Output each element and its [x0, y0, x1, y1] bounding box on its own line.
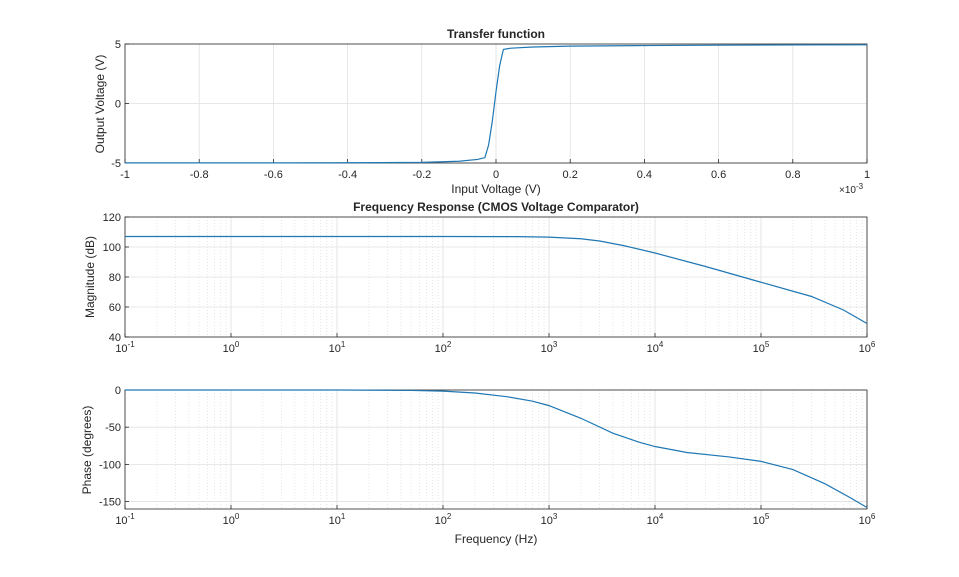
x-tick-label: 10-1 — [115, 512, 135, 527]
phase-panel: 10-1 100 101 102 103 104 105 106 -150 -100 -50 0 Fr… — [80, 385, 876, 546]
x-tick-label: 100 — [223, 512, 240, 527]
x-tick-label: 102 — [435, 340, 452, 355]
transfer-y-axis-label: Output Voltage (V) — [93, 55, 107, 154]
phase-series-line — [125, 389, 868, 509]
phase-y-axis-label: Phase (degrees) — [80, 406, 94, 495]
frequency-response-title: Frequency Response (CMOS Voltage Compara… — [353, 200, 639, 214]
x-tick-label: 101 — [329, 512, 346, 527]
y-tick-label: 0 — [115, 99, 121, 111]
phase-ticks: 10-1 100 101 102 103 104 105 106 -150 -100 -50 0 — [99, 385, 876, 527]
x-tick-label: 105 — [753, 340, 770, 355]
x-tick-label: 103 — [541, 512, 558, 527]
x-tick-label: 106 — [859, 340, 876, 355]
x-tick-label: 100 — [223, 340, 240, 355]
x-tick-label: -1 — [120, 169, 130, 181]
x-tick-label: 106 — [859, 512, 876, 527]
x-tick-label: 0.2 — [563, 169, 578, 181]
x-tick-label: 0.4 — [637, 169, 652, 181]
transfer-function-panel: Transfer function -1 -0.8 -0.6 -0.4 -0.2 0 0.2… — [93, 27, 870, 196]
transfer-chart-title: Transfer function — [447, 27, 545, 41]
magnitude-panel: Frequency Response (CMOS Voltage Compara… — [83, 200, 876, 355]
x-tick-label: -0.8 — [190, 169, 209, 181]
magnitude-series-line — [125, 235, 868, 325]
y-tick-label: 100 — [103, 242, 121, 254]
y-tick-label: 80 — [109, 272, 121, 284]
x-tick-label: 1 — [864, 169, 870, 181]
x-tick-label: 0.6 — [711, 169, 726, 181]
x-tick-label: 0 — [493, 169, 499, 181]
magnitude-ticks: 10-1 100 101 102 103 104 105 106 40 60 80 100 120 — [103, 212, 876, 355]
transfer-x-axis-label: Input Voltage (V) — [451, 182, 540, 196]
x-tick-label: 10-1 — [115, 340, 135, 355]
transfer-x-multiplier: ×10-3 — [839, 182, 864, 196]
y-tick-label: -150 — [99, 497, 121, 509]
x-tick-label: -0.6 — [264, 169, 283, 181]
phase-x-axis-label: Frequency (Hz) — [455, 532, 538, 546]
transfer-series-line — [125, 44, 868, 164]
x-tick-label: -0.2 — [412, 169, 431, 181]
y-tick-label: 40 — [109, 332, 121, 344]
y-tick-label: 120 — [103, 212, 121, 224]
y-tick-label: 5 — [115, 39, 121, 51]
y-tick-label: -50 — [105, 422, 121, 434]
magnitude-grid — [124, 216, 868, 338]
y-tick-label: 60 — [109, 302, 121, 314]
y-tick-label: 0 — [115, 385, 121, 397]
x-tick-label: 104 — [647, 340, 664, 355]
y-tick-label: -100 — [99, 459, 121, 471]
x-tick-label: 103 — [541, 340, 558, 355]
transfer-grid — [124, 43, 868, 164]
x-tick-label: 105 — [753, 512, 770, 527]
x-tick-label: 104 — [647, 512, 664, 527]
phase-grid — [124, 389, 868, 509]
x-tick-label: 0.8 — [785, 169, 800, 181]
x-tick-label: 102 — [435, 512, 452, 527]
transfer-ticks: -1 -0.8 -0.6 -0.4 -0.2 0 0.2 0.4 0.6 0.8 1 -5 0 5 — [111, 39, 870, 181]
y-tick-label: -5 — [111, 158, 121, 170]
magnitude-y-axis-label: Magnitude (dB) — [83, 236, 97, 318]
phase-plot-area — [124, 389, 868, 510]
x-tick-label: -0.4 — [338, 169, 357, 181]
x-tick-label: 101 — [329, 340, 346, 355]
